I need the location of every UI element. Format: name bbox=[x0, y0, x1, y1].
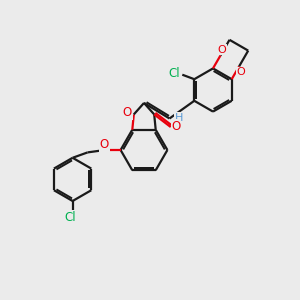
Text: O: O bbox=[123, 106, 132, 119]
Text: O: O bbox=[172, 120, 181, 133]
Text: Cl: Cl bbox=[168, 67, 180, 80]
Text: H: H bbox=[175, 113, 183, 123]
Text: Cl: Cl bbox=[64, 211, 76, 224]
Text: O: O bbox=[218, 44, 226, 55]
Text: O: O bbox=[100, 138, 109, 151]
Text: O: O bbox=[236, 67, 245, 77]
